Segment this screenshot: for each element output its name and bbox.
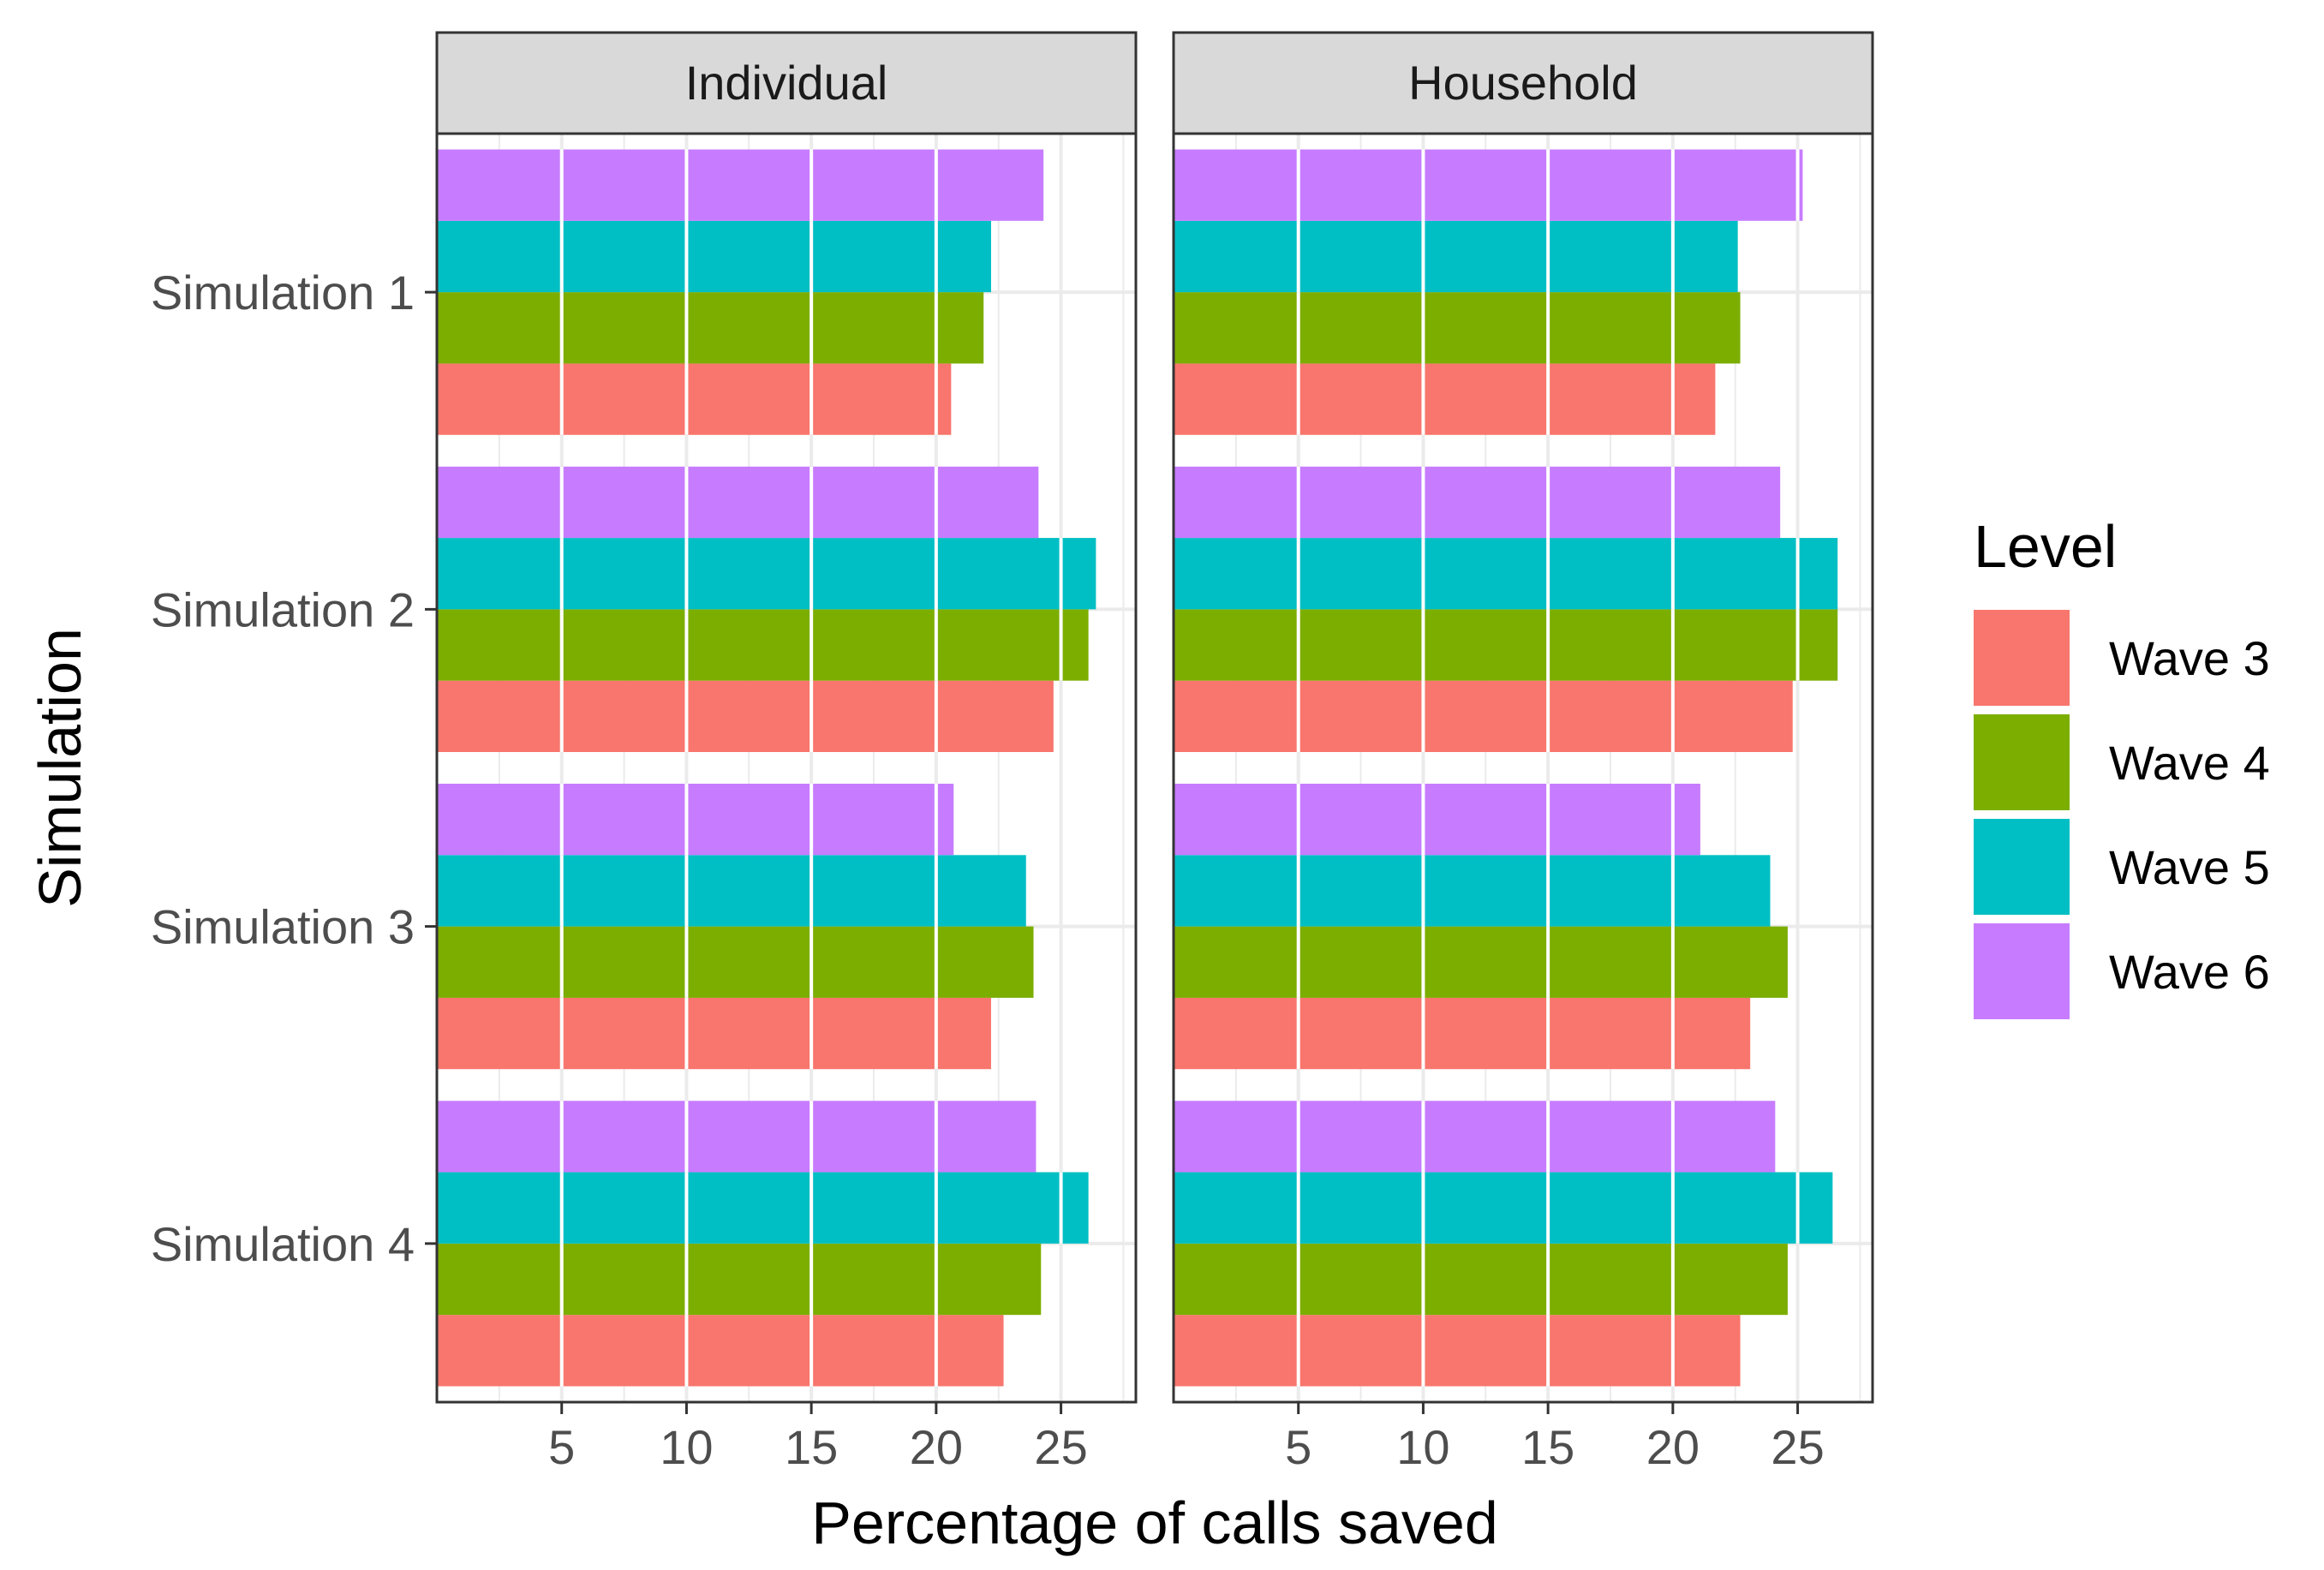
x-tick-label: 20 <box>1646 1420 1700 1474</box>
y-axis-title: Simulation <box>27 628 93 908</box>
x-tick-label: 10 <box>660 1420 713 1474</box>
legend-key-wave-5 <box>1974 819 2070 915</box>
bar-individual-simulation-1-wave-3 <box>437 363 952 435</box>
bar-individual-simulation-2-wave-4 <box>437 609 1089 681</box>
facet-label-household: Household <box>1408 56 1638 110</box>
x-tick-label: 5 <box>1285 1420 1311 1474</box>
legend-key-wave-4 <box>1974 714 2070 810</box>
legend-label-wave-3: Wave 3 <box>2109 631 2270 685</box>
facet-strip-individual <box>435 31 1138 135</box>
legend-key-wave-3 <box>1974 610 2070 706</box>
bar-individual-simulation-4-wave-3 <box>437 1315 1004 1387</box>
legend-key-wave-6 <box>1974 923 2070 1019</box>
x-tick-label: 25 <box>1034 1420 1087 1474</box>
bar-individual-simulation-1-wave-6 <box>437 149 1044 221</box>
bar-individual-simulation-3-wave-4 <box>437 926 1034 998</box>
x-tick-label: 20 <box>910 1420 963 1474</box>
bar-household-simulation-4-wave-4 <box>1174 1243 1788 1316</box>
bar-household-simulation-2-wave-6 <box>1174 466 1781 539</box>
bar-household-simulation-1-wave-3 <box>1174 363 1716 435</box>
x-tick-label: 15 <box>785 1420 838 1474</box>
bar-individual-simulation-2-wave-3 <box>437 680 1054 752</box>
bar-household-simulation-4-wave-5 <box>1174 1172 1833 1244</box>
y-tick-label-simulation-4: Simulation 4 <box>151 1217 415 1271</box>
bar-individual-simulation-3-wave-5 <box>437 855 1026 927</box>
bar-individual-simulation-4-wave-4 <box>437 1243 1042 1316</box>
legend-label-wave-5: Wave 5 <box>2109 840 2270 894</box>
x-tick-label: 15 <box>1521 1420 1574 1474</box>
bar-individual-simulation-1-wave-5 <box>437 220 991 293</box>
bar-individual-simulation-4-wave-6 <box>437 1101 1037 1173</box>
bar-household-simulation-2-wave-3 <box>1174 680 1793 752</box>
legend-title: Level <box>1974 513 2117 580</box>
bar-household-simulation-3-wave-6 <box>1174 784 1700 856</box>
y-tick-label-simulation-2: Simulation 2 <box>151 582 415 636</box>
y-tick-label-simulation-3: Simulation 3 <box>151 900 415 954</box>
bar-household-simulation-2-wave-4 <box>1174 609 1838 681</box>
bar-household-simulation-2-wave-5 <box>1174 538 1838 610</box>
legend-label-wave-6: Wave 6 <box>2109 945 2270 999</box>
x-tick-label: 25 <box>1771 1420 1824 1474</box>
bar-household-simulation-4-wave-6 <box>1174 1101 1776 1173</box>
bar-individual-simulation-3-wave-6 <box>437 784 954 856</box>
bar-household-simulation-1-wave-6 <box>1174 149 1803 221</box>
x-tick-label: 10 <box>1396 1420 1449 1474</box>
facet-label-individual: Individual <box>685 56 888 110</box>
x-tick-label: 5 <box>548 1420 575 1474</box>
bar-household-simulation-4-wave-3 <box>1174 1315 1741 1387</box>
x-axis-title: Percentage of calls saved <box>811 1489 1498 1556</box>
bar-individual-simulation-2-wave-6 <box>437 466 1039 539</box>
bar-household-simulation-1-wave-5 <box>1174 220 1738 293</box>
y-tick-label-simulation-1: Simulation 1 <box>151 266 415 319</box>
bar-household-simulation-3-wave-4 <box>1174 926 1788 998</box>
bar-individual-simulation-1-wave-4 <box>437 292 984 364</box>
bar-household-simulation-3-wave-5 <box>1174 855 1771 927</box>
bar-individual-simulation-4-wave-5 <box>437 1172 1089 1244</box>
bar-individual-simulation-3-wave-3 <box>437 997 991 1070</box>
bar-household-simulation-1-wave-4 <box>1174 292 1741 364</box>
facet-strip-household <box>1172 31 1874 135</box>
legend-label-wave-4: Wave 4 <box>2109 736 2270 790</box>
bar-household-simulation-3-wave-3 <box>1174 997 1751 1070</box>
bar-individual-simulation-2-wave-5 <box>437 538 1096 610</box>
